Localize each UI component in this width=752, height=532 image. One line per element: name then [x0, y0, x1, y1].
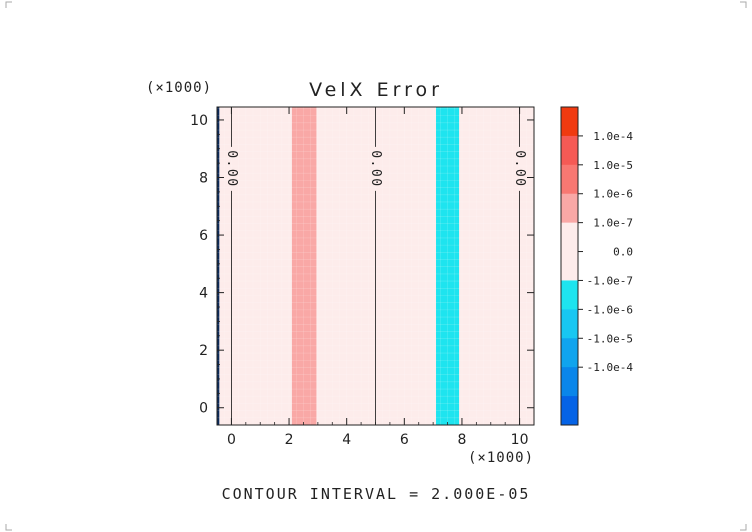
colorbar-segment-4: [561, 193, 578, 224]
y-tick-label: 8: [199, 171, 208, 187]
y-tick-label: 10: [190, 113, 208, 129]
colorbar-segment-9: [561, 338, 578, 368]
colorbar-label: 1.0e-7: [593, 217, 633, 230]
contour-interval-footer: CONTOUR INTERVAL = 2.000E-05: [222, 485, 531, 503]
colorbar-segment-1: [561, 107, 578, 137]
colorbar-frame: [560, 106, 579, 426]
contour-band-1: [291, 107, 317, 425]
x-axis: 0 2 4 6 8 10: [227, 107, 529, 448]
colorbar-segment-5: [561, 222, 578, 253]
plot-area: 0.00 0.00 0.00: [216, 106, 535, 426]
contour-label-2: 0.00: [368, 150, 383, 187]
contour-label-1: 0.00: [224, 150, 239, 187]
colorbar: 1.0e-4 1.0e-5 1.0e-6 1.0e-7 0.0 -1.0e-7 -1.0e-…: [560, 106, 634, 426]
colorbar-segment-11: [561, 396, 578, 426]
colorbar-label: 1.0e-5: [593, 159, 633, 172]
x-tick-label: 8: [457, 432, 466, 448]
colorbar-label: 0.0: [613, 246, 633, 259]
y-tick-label: 4: [199, 286, 208, 302]
y-tick-label: 6: [199, 228, 208, 244]
chart-title: VelX Error: [309, 79, 443, 101]
colorbar-label: -1.0e-7: [587, 274, 633, 287]
contour-band-2: [436, 107, 460, 425]
left-edge-band: [217, 107, 220, 425]
colorbar-label: -1.0e-6: [587, 303, 633, 316]
colorbar-segment-6: [561, 251, 578, 281]
colorbar-segment-10: [561, 367, 578, 397]
x-multiplier-label: (×1000): [468, 450, 534, 466]
x-tick-label: 2: [285, 432, 294, 448]
colorbar-label: -1.0e-4: [587, 361, 634, 374]
y-tick-label: 0: [199, 401, 208, 417]
contour-label-3: 0.00: [512, 150, 527, 187]
x-tick-label: 6: [400, 432, 409, 448]
colorbar-segment-7: [561, 280, 578, 310]
colorbar-label: -1.0e-5: [587, 332, 633, 345]
colorbar-segment-2: [561, 135, 578, 166]
colorbar-label: 1.0e-4: [593, 130, 633, 143]
y-tick-label: 2: [199, 343, 208, 359]
colorbar-segment-8: [561, 309, 578, 339]
colorbar-label: 1.0e-6: [593, 188, 633, 201]
x-tick-label: 0: [227, 432, 236, 448]
x-tick-label: 10: [511, 432, 529, 448]
page-corner-marks: [5, 1, 747, 531]
y-multiplier-label: (×1000): [146, 80, 212, 96]
y-axis: 0 2 4 6 8 10: [190, 113, 534, 417]
x-tick-label: 4: [342, 432, 351, 448]
colorbar-segment-3: [561, 164, 578, 195]
